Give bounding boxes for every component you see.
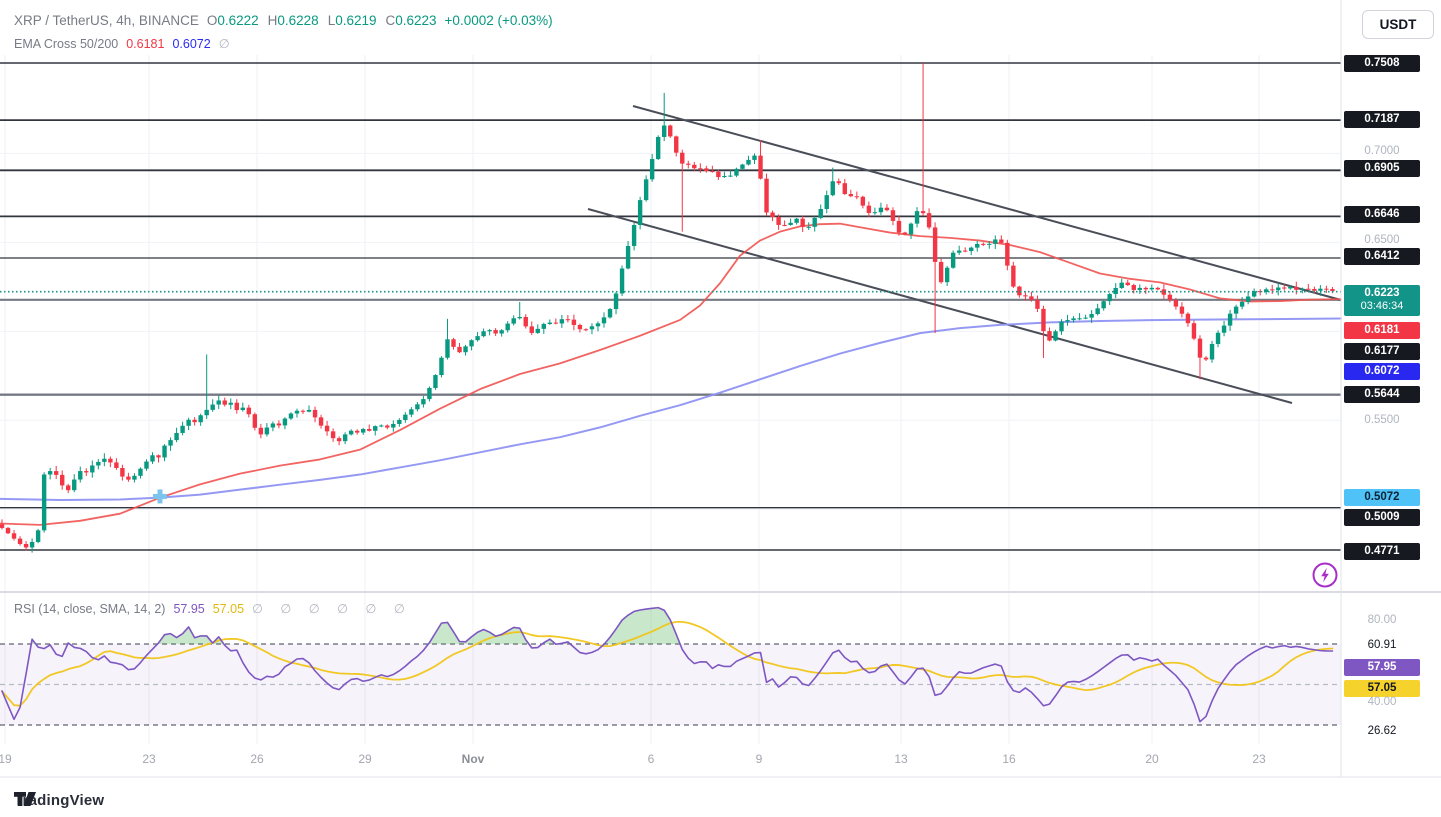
rsi-band <box>0 643 1341 726</box>
price-axis-label: 60.91 <box>1367 638 1397 651</box>
price-axis-label: 0.7000 <box>1364 144 1400 157</box>
price-axis-label: 0.4771 <box>1344 542 1420 560</box>
symbol-legend[interactable]: XRP / TetherUS, 4h, BINANCE O0.6222 H0.62… <box>14 13 553 28</box>
time-axis-tick: Nov <box>461 752 485 766</box>
rsi-legend[interactable]: RSI (14, close, SMA, 14, 2) 57.95 57.05 … <box>14 601 412 617</box>
price-axis-label: 26.62 <box>1367 724 1397 737</box>
symbol-title: XRP / TetherUS, 4h, BINANCE <box>14 13 199 28</box>
horizontal-levels[interactable] <box>0 62 1341 551</box>
ema200-value: 0.6072 <box>172 36 211 51</box>
price-change: +0.0002 (+0.03%) <box>444 13 553 28</box>
current-price-label: 0.6223 03:46:34 <box>1344 285 1420 316</box>
price-axis-label: 0.6412 <box>1344 247 1420 265</box>
ema-cross-legend[interactable]: EMA Cross 50/200 0.6181 0.6072 ∅ <box>14 36 237 52</box>
time-axis-tick: 23 <box>142 752 156 766</box>
rsi-line <box>1 606 1334 723</box>
ema-empty-slot: ∅ <box>218 37 237 51</box>
price-axis-label: 0.6646 <box>1344 205 1420 223</box>
time-axis-tick: 29 <box>358 752 372 766</box>
rsi-value: 57.95 <box>173 601 205 616</box>
ema50-line <box>0 222 1342 526</box>
price-axis-label: 0.5009 <box>1344 508 1420 526</box>
price-axis-label: 0.5500 <box>1364 413 1400 426</box>
price-axis-label: 0.6177 <box>1344 342 1420 360</box>
price-axis-label: 0.6181 <box>1344 321 1420 339</box>
rsi-title: RSI (14, close, SMA, 14, 2) <box>14 601 166 616</box>
rsi-sma-value: 57.05 <box>212 601 245 616</box>
ohlc-pair: O0.6222 <box>206 13 259 28</box>
rsi-overbought-fill <box>31 607 681 644</box>
price-axis-label: 40.00 <box>1367 695 1397 708</box>
time-axis-tick: 19 <box>0 752 12 766</box>
candlestick-series <box>0 63 1335 553</box>
tradingview-logo-text: TradingView <box>14 792 105 809</box>
rsi-empty-slots: ∅ ∅ ∅ ∅ ∅ ∅ <box>252 602 412 616</box>
price-axis-label: 57.05 <box>1344 679 1420 697</box>
lightning-bolt-icon <box>1312 562 1338 588</box>
flash-boost-button[interactable] <box>1311 561 1339 589</box>
price-axis-label: 0.5644 <box>1344 385 1420 403</box>
ohlc-pair: L0.6219 <box>327 13 377 28</box>
time-axis-tick: 9 <box>755 752 763 766</box>
time-axis-tick: 6 <box>647 752 655 766</box>
tradingview-logo[interactable]: TradingView <box>14 792 104 809</box>
ohlc-values: O0.6222 H0.6228 L0.6219 C0.6223 <box>207 13 437 28</box>
trend-channel-lines[interactable] <box>587 105 1342 404</box>
price-axis-label: 0.6500 <box>1364 233 1400 246</box>
ema50-value: 0.6181 <box>126 36 165 51</box>
time-axis-tick: 26 <box>250 752 264 766</box>
rsi-sma-line <box>1 620 1334 707</box>
ohlc-pair: C0.6223 <box>385 13 437 28</box>
ema200-line <box>0 317 1342 501</box>
price-axis-label: 0.5072 <box>1344 488 1420 506</box>
time-axis-tick: 23 <box>1252 752 1266 766</box>
ema-cross-marker <box>153 489 167 504</box>
time-axis-tick: 16 <box>1002 752 1016 766</box>
price-axis-label: 57.95 <box>1344 658 1420 676</box>
price-axis-label: 80.00 <box>1367 613 1397 626</box>
price-axis-label: 0.6072 <box>1344 362 1420 380</box>
time-axis-tick: 13 <box>894 752 908 766</box>
price-axis-label: 0.6905 <box>1344 159 1420 177</box>
ema-cross-title: EMA Cross 50/200 <box>14 36 119 51</box>
price-axis-label: 0.7187 <box>1344 110 1420 128</box>
currency-toggle-button[interactable]: USDT <box>1362 10 1434 39</box>
time-axis-tick: 20 <box>1145 752 1159 766</box>
tradingview-mark-icon <box>14 792 36 806</box>
price-axis-label: 0.7508 <box>1344 54 1420 72</box>
ohlc-pair: H0.6228 <box>267 13 319 28</box>
